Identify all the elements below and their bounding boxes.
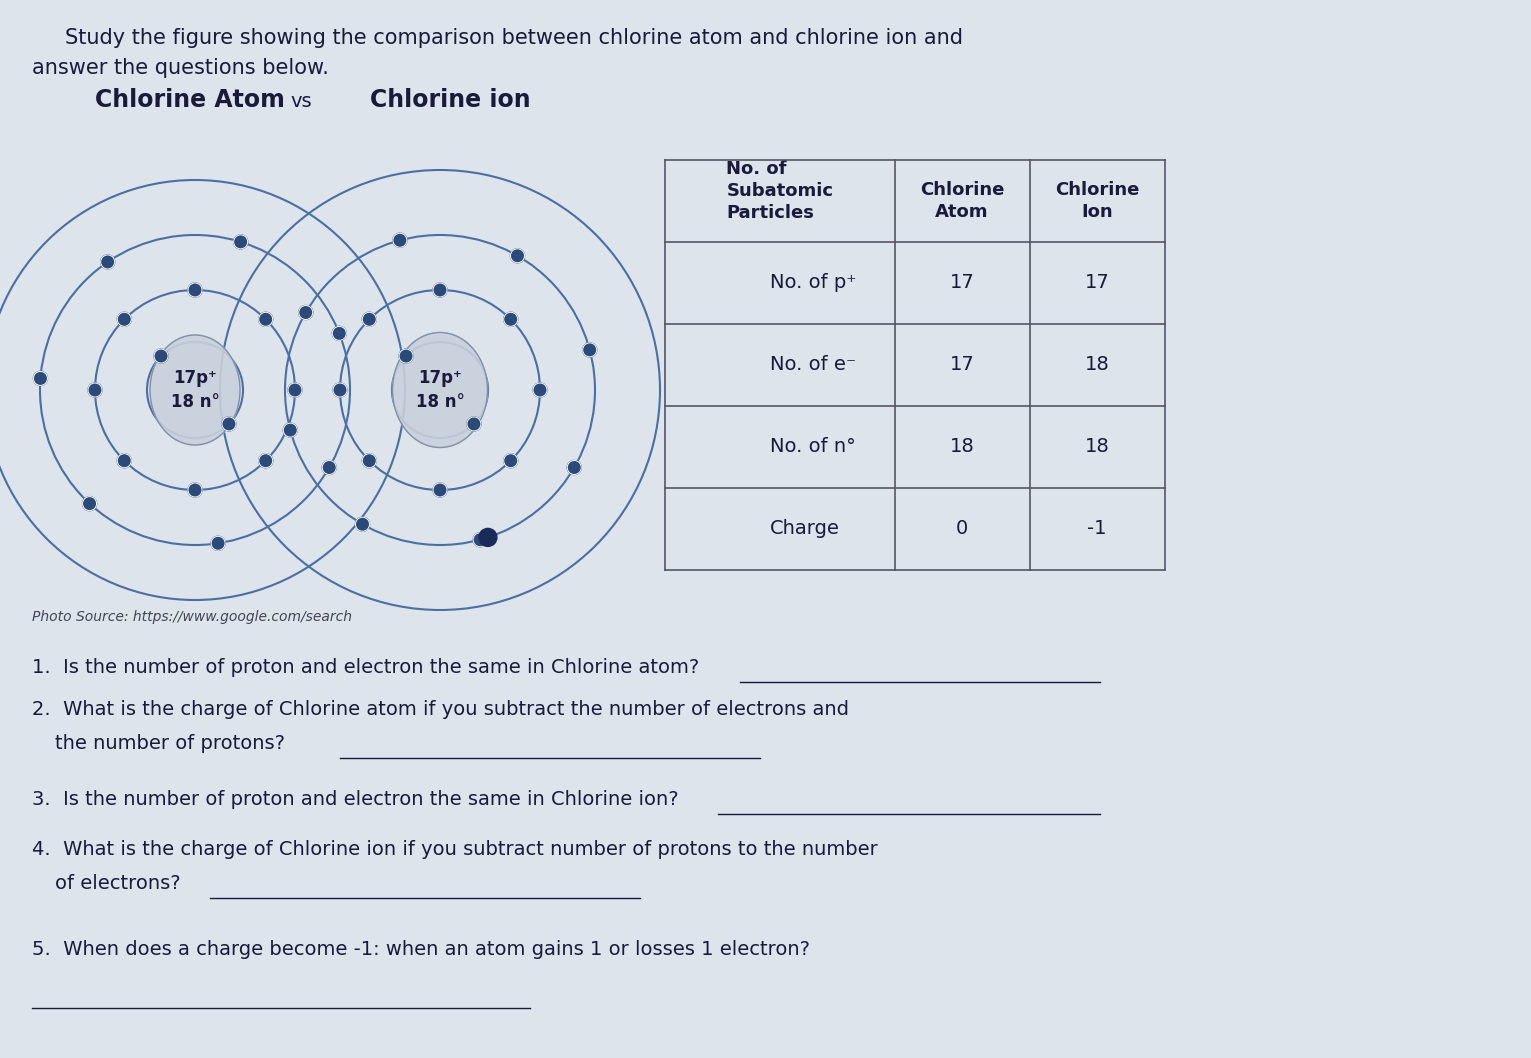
Text: Study the figure showing the comparison between chlorine atom and chlorine ion a: Study the figure showing the comparison … xyxy=(64,28,963,48)
Circle shape xyxy=(473,533,487,547)
Circle shape xyxy=(533,383,547,397)
Circle shape xyxy=(363,454,377,468)
Text: 5.  When does a charge become -1: when an atom gains 1 or losses 1 electron?: 5. When does a charge become -1: when an… xyxy=(32,940,810,959)
Circle shape xyxy=(433,282,447,297)
Circle shape xyxy=(155,349,168,363)
Circle shape xyxy=(288,383,302,397)
Text: 4.  What is the charge of Chlorine ion if you subtract number of protons to the : 4. What is the charge of Chlorine ion if… xyxy=(32,840,877,859)
Circle shape xyxy=(222,417,236,431)
Text: 18 n°: 18 n° xyxy=(415,393,464,411)
Text: 18 n°: 18 n° xyxy=(170,393,219,411)
Text: of electrons?: of electrons? xyxy=(55,874,181,893)
Circle shape xyxy=(101,255,115,269)
Text: vs: vs xyxy=(289,92,312,111)
Text: Chlorine Atom: Chlorine Atom xyxy=(95,88,285,112)
Text: 17p⁺: 17p⁺ xyxy=(418,369,462,387)
Circle shape xyxy=(118,454,132,468)
Text: 0: 0 xyxy=(955,519,968,539)
Circle shape xyxy=(34,371,47,385)
Text: 1.  Is the number of proton and electron the same in Chlorine atom?: 1. Is the number of proton and electron … xyxy=(32,658,700,677)
Text: -1: -1 xyxy=(1087,519,1107,539)
Text: No. of e⁻: No. of e⁻ xyxy=(770,355,856,375)
Text: 3.  Is the number of proton and electron the same in Chlorine ion?: 3. Is the number of proton and electron … xyxy=(32,790,678,809)
Text: No. of p⁺: No. of p⁺ xyxy=(770,274,856,292)
Circle shape xyxy=(332,326,346,341)
Circle shape xyxy=(355,517,369,531)
Text: 18: 18 xyxy=(949,438,974,456)
Circle shape xyxy=(504,454,517,468)
Circle shape xyxy=(479,528,498,546)
Circle shape xyxy=(433,484,447,497)
Circle shape xyxy=(87,383,103,397)
Text: 17: 17 xyxy=(1084,274,1110,292)
Circle shape xyxy=(566,460,582,474)
Circle shape xyxy=(334,383,348,397)
Circle shape xyxy=(400,349,413,363)
Text: answer the questions below.: answer the questions below. xyxy=(32,58,329,78)
Text: 17: 17 xyxy=(949,355,974,375)
Ellipse shape xyxy=(392,332,487,448)
Text: the number of protons?: the number of protons? xyxy=(55,734,285,753)
Circle shape xyxy=(259,312,273,326)
Text: Chlorine
Atom: Chlorine Atom xyxy=(920,181,1004,221)
Circle shape xyxy=(583,343,597,357)
Text: Chlorine ion: Chlorine ion xyxy=(371,88,531,112)
Ellipse shape xyxy=(150,335,240,445)
Circle shape xyxy=(504,312,517,326)
Text: 18: 18 xyxy=(1084,438,1110,456)
Text: 2.  What is the charge of Chlorine atom if you subtract the number of electrons : 2. What is the charge of Chlorine atom i… xyxy=(32,700,850,719)
Circle shape xyxy=(234,235,248,249)
Circle shape xyxy=(363,312,377,326)
Circle shape xyxy=(188,484,202,497)
Text: 17: 17 xyxy=(949,274,974,292)
Circle shape xyxy=(211,536,225,550)
Circle shape xyxy=(259,454,273,468)
Text: 18: 18 xyxy=(1084,355,1110,375)
Text: No. of
Subatomic
Particles: No. of Subatomic Particles xyxy=(727,160,833,222)
Circle shape xyxy=(393,233,407,248)
Text: No. of n°: No. of n° xyxy=(770,438,856,456)
Circle shape xyxy=(467,417,481,431)
Circle shape xyxy=(322,460,337,474)
Circle shape xyxy=(299,306,312,320)
Circle shape xyxy=(283,423,297,437)
Text: 17p⁺: 17p⁺ xyxy=(173,369,217,387)
Text: Photo Source: https://www.google.com/search: Photo Source: https://www.google.com/sea… xyxy=(32,610,352,624)
Circle shape xyxy=(83,496,96,511)
Circle shape xyxy=(118,312,132,326)
Text: Charge: Charge xyxy=(770,519,841,539)
Text: Chlorine
Ion: Chlorine Ion xyxy=(1055,181,1139,221)
Circle shape xyxy=(510,249,525,262)
Circle shape xyxy=(188,282,202,297)
